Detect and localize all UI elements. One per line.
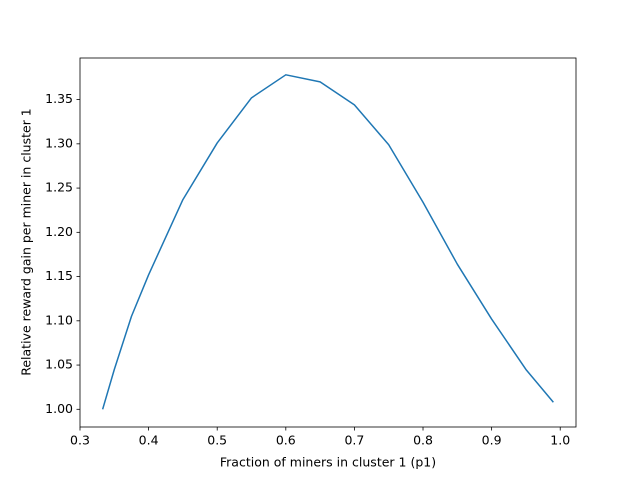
x-tick-label: 0.3 (70, 433, 90, 448)
y-tick-label: 1.15 (45, 268, 73, 283)
x-tick-label: 0.6 (276, 433, 296, 448)
y-axis-label: Relative reward gain per miner in cluste… (19, 108, 34, 376)
y-tick-label: 1.20 (45, 224, 73, 239)
data-line (101, 74, 554, 410)
x-tick-label: 0.5 (207, 433, 227, 448)
y-tick-label: 1.10 (45, 312, 73, 327)
y-tick-label: 1.35 (45, 91, 73, 106)
x-tick-label: 0.4 (139, 433, 159, 448)
x-tick-label: 0.7 (344, 433, 364, 448)
plot-frame (79, 57, 577, 428)
y-tick-label: 1.25 (45, 180, 73, 195)
y-tick-label: 1.00 (45, 401, 73, 416)
x-tick-label: 0.8 (413, 433, 433, 448)
x-axis-label: Fraction of miners in cluster 1 (p1) (220, 455, 436, 470)
y-tick-label: 1.05 (45, 357, 73, 372)
x-tick-label: 0.9 (482, 433, 502, 448)
y-tick-label: 1.30 (45, 135, 73, 150)
x-tick-label: 1.0 (550, 433, 570, 448)
